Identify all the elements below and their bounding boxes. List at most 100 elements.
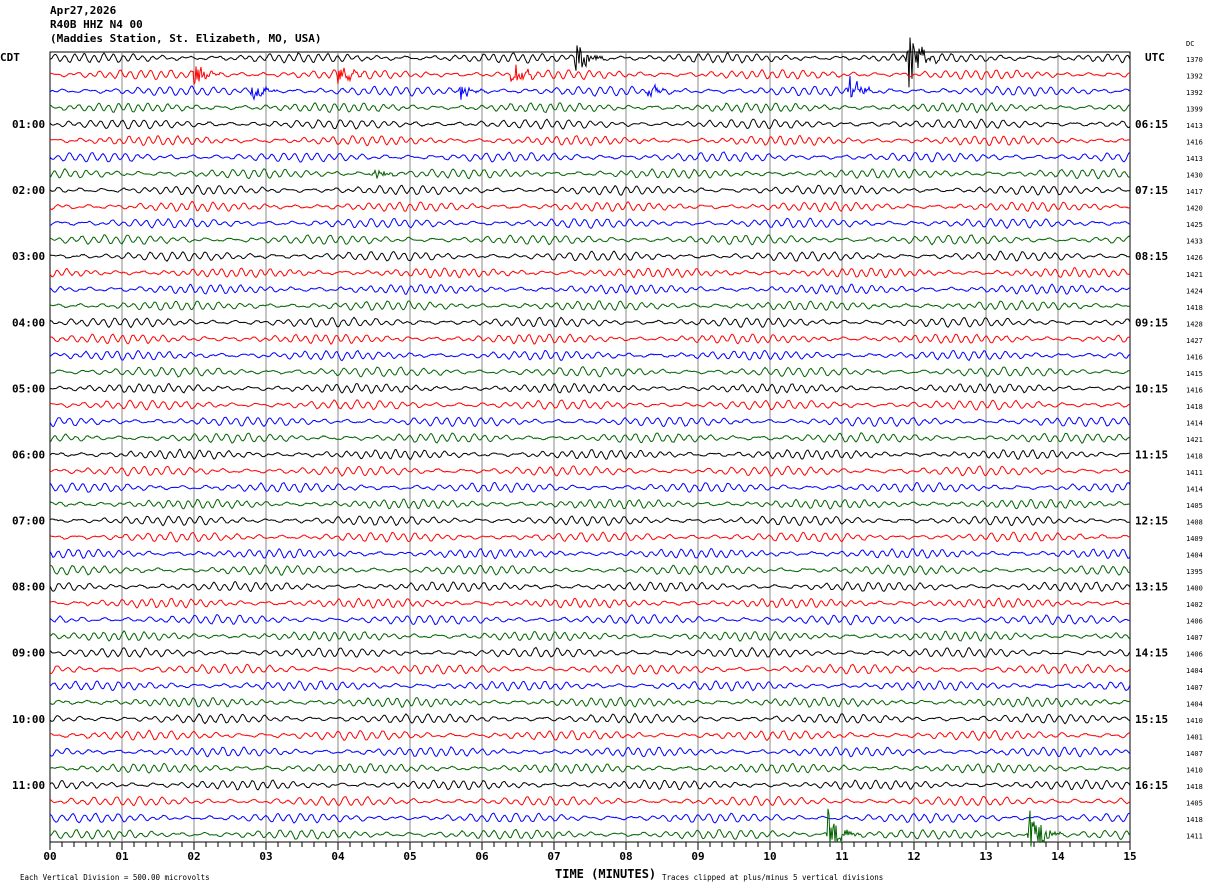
- clip-note: Traces clipped at plus/minus 5 vertical …: [662, 873, 883, 882]
- seismic-trace: [49, 267, 1131, 279]
- dc-offset-label: 1402: [1186, 601, 1203, 609]
- dc-offset-label: 1428: [1186, 320, 1203, 328]
- right-hour-label: 08:15: [1135, 250, 1168, 263]
- dc-offset-label: 1400: [1186, 585, 1203, 593]
- right-timezone: UTC: [1145, 51, 1165, 64]
- left-hour-label: 01:00: [12, 118, 45, 131]
- seismic-trace: [49, 167, 1131, 180]
- seismic-trace: [49, 151, 1131, 163]
- dc-offset-label: 1406: [1186, 618, 1203, 626]
- x-tick-label: 02: [187, 850, 200, 863]
- dc-offset-label: 1407: [1186, 634, 1203, 642]
- dc-offset-label: 1433: [1186, 238, 1203, 246]
- seismic-trace: [49, 37, 1131, 88]
- dc-offset-label: 1413: [1186, 155, 1203, 163]
- x-tick-label: 03: [259, 850, 272, 863]
- dc-offset-label: 1415: [1186, 370, 1203, 378]
- dc-offset-label: 1406: [1186, 651, 1203, 659]
- seismic-trace: [49, 382, 1131, 395]
- dc-offset-label: 1392: [1186, 73, 1203, 81]
- seismic-trace: [49, 547, 1131, 560]
- dc-offset-label: 1404: [1186, 552, 1203, 560]
- seismic-trace: [49, 316, 1131, 329]
- dc-offset-label: 1370: [1186, 56, 1203, 64]
- seismic-trace: [50, 102, 1131, 114]
- dc-offset-label: 1430: [1186, 172, 1203, 180]
- seismic-trace: [49, 531, 1131, 543]
- seismic-trace: [49, 630, 1131, 642]
- seismic-trace: [49, 134, 1131, 147]
- dc-offset-label: 1418: [1186, 452, 1203, 460]
- seismic-trace: [50, 729, 1131, 742]
- dc-offset-label: 1426: [1186, 254, 1203, 262]
- left-timezone: CDT: [0, 51, 20, 64]
- dc-offset-label: 1399: [1186, 106, 1203, 114]
- seismic-trace: [49, 118, 1131, 130]
- dc-offset-label: 1421: [1186, 271, 1203, 279]
- dc-offset-label: 1416: [1186, 353, 1203, 361]
- seismic-trace: [49, 564, 1131, 576]
- dc-offset-label: 1410: [1186, 717, 1203, 725]
- seismic-trace: [49, 234, 1131, 246]
- dc-offset-label: 1418: [1186, 304, 1203, 312]
- dc-offset-label: 1405: [1186, 502, 1203, 510]
- date-label: Apr27,2026: [50, 4, 117, 17]
- seismic-trace: [49, 299, 1131, 312]
- seismic-trace: [49, 712, 1131, 725]
- dc-offset-label: 1410: [1186, 766, 1203, 774]
- seismic-trace: [49, 399, 1131, 411]
- seismic-trace: [49, 746, 1131, 758]
- x-tick-label: 06: [475, 850, 489, 863]
- dc-offset-label: 1421: [1186, 436, 1203, 444]
- seismic-trace: [49, 250, 1131, 263]
- seismic-trace: [49, 646, 1131, 658]
- seismic-trace: [49, 416, 1130, 428]
- dc-offset-label: 1405: [1186, 799, 1203, 807]
- left-hour-label: 04:00: [12, 316, 45, 329]
- right-hour-label: 07:15: [1135, 184, 1168, 197]
- right-hour-label: 16:15: [1135, 779, 1168, 792]
- dc-offset-label: 1414: [1186, 419, 1203, 427]
- dc-offset-label: 1411: [1186, 469, 1203, 477]
- seismic-trace: [49, 498, 1131, 510]
- dc-offset-label: 1418: [1186, 816, 1203, 824]
- seismic-trace: [49, 465, 1131, 477]
- dc-offset-label: 1424: [1186, 287, 1203, 295]
- dc-offset-label: 1420: [1186, 205, 1203, 213]
- seismic-trace: [49, 613, 1131, 626]
- x-tick-label: 14: [1051, 850, 1065, 863]
- x-tick-label: 00: [43, 850, 56, 863]
- dc-offset-label: 1407: [1186, 684, 1203, 692]
- seismic-trace: [49, 184, 1131, 196]
- dc-offset-label: 1425: [1186, 221, 1203, 229]
- right-hour-label: 06:15: [1135, 118, 1168, 131]
- right-hour-label: 11:15: [1135, 448, 1168, 461]
- seismic-trace: [49, 432, 1131, 444]
- dc-offset-label: 1395: [1186, 568, 1203, 576]
- right-hour-label: 15:15: [1135, 713, 1168, 726]
- station-label: (Maddies Station, St. Elizabeth, MO, USA…: [50, 32, 322, 45]
- x-axis-label: TIME (MINUTES): [555, 867, 656, 881]
- dc-offset-label: 1413: [1186, 122, 1203, 130]
- left-hour-label: 06:00: [12, 448, 45, 461]
- x-tick-label: 04: [331, 850, 345, 863]
- seismic-trace: [49, 779, 1131, 791]
- x-tick-label: 05: [403, 850, 416, 863]
- left-hour-label: 10:00: [12, 713, 45, 726]
- dc-offset-label: 1408: [1186, 519, 1203, 527]
- dc-offset-label: 1392: [1186, 89, 1203, 97]
- seismic-trace: [50, 64, 1130, 85]
- dc-offset-label: 1418: [1186, 783, 1203, 791]
- seismic-trace: [49, 75, 1131, 101]
- dc-offset-label: 1407: [1186, 750, 1203, 758]
- dc-offset-label: 1404: [1186, 667, 1203, 675]
- left-hour-label: 03:00: [12, 250, 45, 263]
- seismic-trace: [49, 333, 1131, 345]
- right-hour-label: 12:15: [1135, 515, 1168, 528]
- seismic-trace: [49, 200, 1131, 213]
- dc-offset-label: 1418: [1186, 403, 1203, 411]
- seismic-trace: [49, 663, 1131, 675]
- x-tick-label: 07: [547, 850, 560, 863]
- right-hour-label: 09:15: [1135, 316, 1168, 329]
